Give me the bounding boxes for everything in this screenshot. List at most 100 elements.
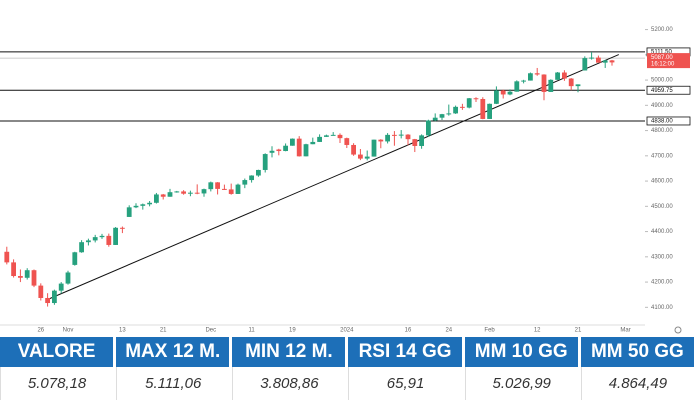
candle-body <box>412 139 418 146</box>
candle-body <box>521 80 526 82</box>
candle-body <box>92 237 98 241</box>
candle-body <box>453 106 458 114</box>
candle-body <box>494 90 499 104</box>
candle-body <box>45 297 50 304</box>
candle-body <box>256 169 261 176</box>
candle-body <box>79 242 84 253</box>
candle-body <box>528 73 533 81</box>
y-tick-label: 4200.00 <box>651 280 673 286</box>
candle-body <box>562 72 567 79</box>
candle-body <box>419 135 424 146</box>
candle-body <box>126 207 132 217</box>
candle-body <box>473 98 479 100</box>
candle-body <box>568 78 574 87</box>
y-tick-label: 4300.00 <box>651 254 673 260</box>
trend-line <box>47 54 619 300</box>
candle-body <box>174 191 180 193</box>
candle-body <box>147 202 152 205</box>
value-cell: 5.078,18 <box>0 367 113 400</box>
candle-body <box>609 60 615 63</box>
candle-body <box>337 134 343 139</box>
candle-body <box>154 194 159 203</box>
header-cell: MM 10 GG <box>464 337 578 367</box>
candle-body <box>18 276 23 278</box>
x-tick-label: Dec <box>205 328 216 334</box>
candle-body <box>480 99 486 119</box>
candle-body <box>446 113 452 115</box>
candle-body <box>249 175 254 181</box>
header-cell: MM 50 GG <box>580 337 694 367</box>
candle-body <box>548 79 554 92</box>
candle-body <box>222 188 227 190</box>
candle-body <box>215 182 220 189</box>
candle-body <box>589 57 594 59</box>
candle-body <box>439 114 445 118</box>
x-tick-label: Mar <box>620 328 630 334</box>
candle-body <box>514 81 520 92</box>
level-label: 5111.50 <box>651 49 672 55</box>
header-row: VALORE MAX 12 M. MIN 12 M. RSI 14 GG MM 10 G… <box>0 337 694 367</box>
candle-body <box>432 117 438 121</box>
candle-body <box>310 141 316 145</box>
candle-body <box>317 136 322 142</box>
price-box <box>647 53 690 69</box>
candle-body <box>4 251 10 263</box>
x-tick-label: 24 <box>445 328 452 334</box>
y-tick-label: 4400.00 <box>651 229 673 235</box>
candle-body <box>466 98 472 108</box>
candle-body <box>201 189 207 194</box>
candle-body <box>534 73 540 75</box>
candle-body <box>65 272 71 284</box>
countdown: 16:12:00 <box>651 62 675 68</box>
candle-body <box>242 180 248 185</box>
x-tick-label: 21 <box>160 328 167 334</box>
x-tick-label: 12 <box>534 328 541 334</box>
candle-body <box>31 270 37 286</box>
x-tick-label: 19 <box>289 328 296 334</box>
candle-body <box>228 189 234 194</box>
candle-body <box>276 149 282 152</box>
candle-body <box>188 192 193 194</box>
candle-body <box>181 191 186 194</box>
level-box <box>646 116 691 126</box>
candle-body <box>106 235 112 245</box>
icon <box>674 326 682 334</box>
header-cell: RSI 14 GG <box>348 337 462 367</box>
y-tick-label: 5200.00 <box>651 27 673 33</box>
value-cell: 3.808,86 <box>232 367 345 400</box>
x-tick-label: 2024 <box>340 328 354 334</box>
level-label: 4959.75 <box>651 88 673 94</box>
level-box <box>646 85 691 95</box>
stats-table: VALORE MAX 12 M. MIN 12 M. RSI 14 GG MM 10 G… <box>0 337 697 400</box>
x-tick-label: 13 <box>119 328 126 334</box>
y-tick-label: 5000.00 <box>651 78 673 84</box>
candle-body <box>99 235 105 238</box>
candle-body <box>330 134 336 136</box>
candle-body <box>38 285 44 298</box>
value-cell: 4.864,49 <box>580 367 694 400</box>
candle-body <box>507 91 513 95</box>
price-label: 5087.00 <box>651 55 673 61</box>
candle-body <box>324 135 329 137</box>
candle-body <box>500 90 506 95</box>
candle-body <box>364 156 370 159</box>
candle-body <box>378 139 384 142</box>
candle-body <box>167 192 173 197</box>
value-cell: 5.111,06 <box>116 367 229 400</box>
candle-body <box>208 182 214 190</box>
candle-body <box>72 252 78 265</box>
header-cell: MIN 12 M. <box>232 337 346 367</box>
value-cell: 65,91 <box>348 367 461 400</box>
x-tick-label: 11 <box>248 328 255 334</box>
candle-body <box>344 138 350 145</box>
chart: 4100.00 4200.00 4300.00 4400.00 4500.00 4600.… <box>0 27 691 334</box>
y-tick-label: 4700.00 <box>651 153 673 159</box>
y-tick-label: 4500.00 <box>651 204 673 210</box>
x-tick-label: Feb <box>484 328 495 334</box>
candle-body <box>460 106 465 108</box>
x-tick-label: Nov <box>63 328 74 334</box>
candle-body <box>194 192 200 194</box>
candle-body <box>541 74 547 92</box>
candle-body <box>385 134 390 142</box>
candle-body <box>405 134 411 140</box>
